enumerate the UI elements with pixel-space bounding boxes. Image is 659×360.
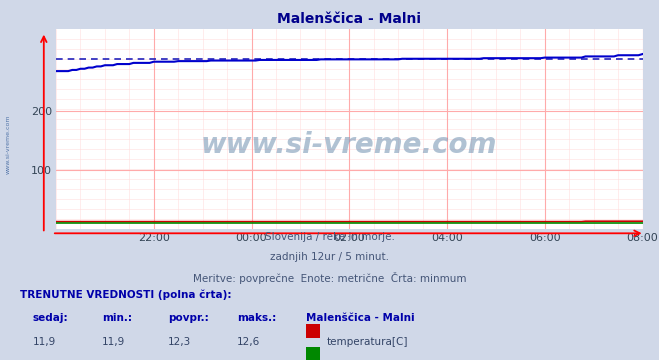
Text: Meritve: povprečne  Enote: metrične  Črta: minmum: Meritve: povprečne Enote: metrične Črta:… <box>192 272 467 284</box>
Text: TRENUTNE VREDNOSTI (polna črta):: TRENUTNE VREDNOSTI (polna črta): <box>20 290 231 300</box>
Text: temperatura[C]: temperatura[C] <box>326 337 408 347</box>
Text: sedaj:: sedaj: <box>33 313 69 323</box>
Text: min.:: min.: <box>102 313 132 323</box>
Title: Malenščica - Malni: Malenščica - Malni <box>277 12 421 26</box>
Text: Slovenija / reke in morje.: Slovenija / reke in morje. <box>264 232 395 242</box>
Text: 12,3: 12,3 <box>168 337 191 347</box>
Text: www.si-vreme.com: www.si-vreme.com <box>201 131 498 159</box>
Text: 12,6: 12,6 <box>237 337 260 347</box>
Text: 11,9: 11,9 <box>102 337 125 347</box>
Text: 11,9: 11,9 <box>33 337 56 347</box>
Text: zadnjih 12ur / 5 minut.: zadnjih 12ur / 5 minut. <box>270 252 389 262</box>
Text: povpr.:: povpr.: <box>168 313 209 323</box>
Text: maks.:: maks.: <box>237 313 277 323</box>
Text: Malenščica - Malni: Malenščica - Malni <box>306 313 415 323</box>
Text: www.si-vreme.com: www.si-vreme.com <box>5 114 11 174</box>
